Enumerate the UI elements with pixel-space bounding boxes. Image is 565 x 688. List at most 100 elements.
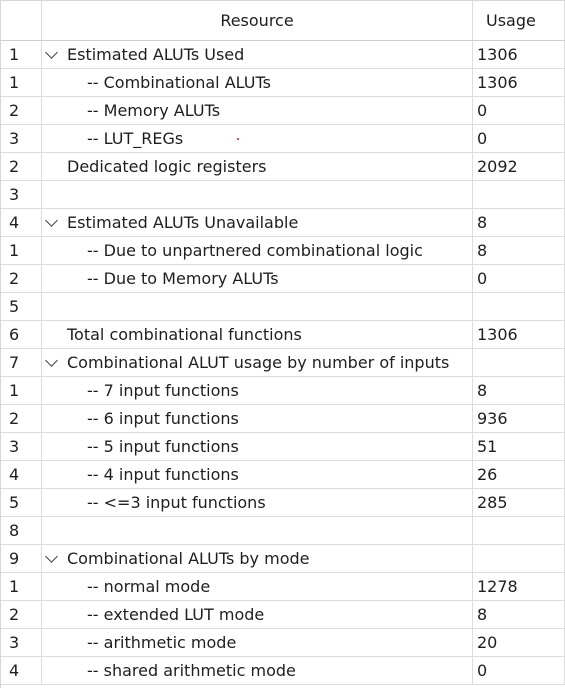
row-number-header <box>1 1 42 40</box>
table-header: Resource Usage <box>1 1 565 41</box>
table-row[interactable]: 5 <box>1 293 565 321</box>
resource-label: Combinational ALUTs by mode <box>67 549 310 568</box>
row-number: 3 <box>1 629 42 656</box>
table-row[interactable]: 8 <box>1 517 565 545</box>
row-number: 4 <box>1 209 42 236</box>
usage-cell: 8 <box>473 601 565 628</box>
usage-cell: 0 <box>473 265 565 292</box>
resource-cell: -- extended LUT mode <box>42 601 473 628</box>
resource-cell: Total combinational functions <box>42 321 473 348</box>
row-number: 2 <box>1 265 42 292</box>
resource-label: -- 7 input functions <box>87 381 239 400</box>
resource-cell <box>42 293 473 320</box>
usage-cell: 0 <box>473 125 565 152</box>
table-row[interactable]: 7 Combinational ALUT usage by number of i… <box>1 349 565 377</box>
row-number: 1 <box>1 573 42 600</box>
usage-cell: 0 <box>473 97 565 124</box>
usage-cell <box>473 181 565 208</box>
table-row[interactable]: 1 -- Due to unpartnered combinational log… <box>1 237 565 265</box>
chevron-down-icon[interactable] <box>45 353 58 367</box>
resource-cell: Dedicated logic registers <box>42 153 473 180</box>
resource-cell: -- <=3 input functions <box>42 489 473 516</box>
table-row[interactable]: 2 Dedicated logic registers 2092 <box>1 153 565 181</box>
row-number: 7 <box>1 349 42 376</box>
row-number: 5 <box>1 293 42 320</box>
row-number: 9 <box>1 545 42 572</box>
resource-cell: Estimated ALUTs Unavailable <box>42 209 473 236</box>
usage-cell: 1306 <box>473 69 565 96</box>
usage-cell <box>473 517 565 544</box>
resource-column-header[interactable]: Resource <box>42 1 473 40</box>
table-row[interactable]: 4 Estimated ALUTs Unavailable 8 <box>1 209 565 237</box>
table-row[interactable]: 2 -- Memory ALUTs 0 <box>1 97 565 125</box>
usage-cell: 51 <box>473 433 565 460</box>
usage-cell: 8 <box>473 237 565 264</box>
table-row[interactable]: 3 <box>1 181 565 209</box>
table-row[interactable]: 2 -- Due to Memory ALUTs 0 <box>1 265 565 293</box>
table-row[interactable]: 5 -- <=3 input functions 285 <box>1 489 565 517</box>
resource-cell: -- 7 input functions <box>42 377 473 404</box>
table-row[interactable]: 1 -- Combinational ALUTs 1306 <box>1 69 565 97</box>
table-body: 1 Estimated ALUTs Used 1306 1 -- Combination… <box>1 41 565 685</box>
table-row[interactable]: 3 -- arithmetic mode 20 <box>1 629 565 657</box>
table-row[interactable]: 3 -- LUT_REGs 0 <box>1 125 565 153</box>
usage-cell: 8 <box>473 209 565 236</box>
row-number: 5 <box>1 489 42 516</box>
resource-label: -- arithmetic mode <box>87 633 237 652</box>
resource-cell: -- LUT_REGs <box>42 125 473 152</box>
resource-label: -- Due to unpartnered combinational logi… <box>87 241 423 260</box>
row-number: 3 <box>1 125 42 152</box>
resource-cell: -- Due to unpartnered combinational logi… <box>42 237 473 264</box>
table-row[interactable]: 1 Estimated ALUTs Used 1306 <box>1 41 565 69</box>
chevron-down-icon[interactable] <box>45 45 58 59</box>
usage-cell: 936 <box>473 405 565 432</box>
row-number: 2 <box>1 97 42 124</box>
table-row[interactable]: 2 -- 6 input functions 936 <box>1 405 565 433</box>
resource-cell: Combinational ALUT usage by number of in… <box>42 349 473 376</box>
row-number: 2 <box>1 601 42 628</box>
chevron-down-icon[interactable] <box>45 213 58 227</box>
row-number: 1 <box>1 41 42 68</box>
resource-cell: -- Memory ALUTs <box>42 97 473 124</box>
usage-cell: 2092 <box>473 153 565 180</box>
resource-label: -- LUT_REGs <box>87 129 184 148</box>
table-row[interactable]: 3 -- 5 input functions 51 <box>1 433 565 461</box>
resource-label: -- <=3 input functions <box>87 493 266 512</box>
resource-label: -- Memory ALUTs <box>87 101 221 120</box>
table-row[interactable]: 4 -- 4 input functions 26 <box>1 461 565 489</box>
red-dot-artifact <box>237 138 239 140</box>
usage-column-header[interactable]: Usage <box>473 1 565 40</box>
resource-label: -- Due to Memory ALUTs <box>87 269 279 288</box>
table-row[interactable]: 4 -- shared arithmetic mode 0 <box>1 657 565 685</box>
resource-label: -- extended LUT mode <box>87 605 265 624</box>
resource-label: -- normal mode <box>87 577 211 596</box>
usage-cell <box>473 545 565 572</box>
resource-cell: Combinational ALUTs by mode <box>42 545 473 572</box>
usage-cell: 1306 <box>473 321 565 348</box>
resource-label: Estimated ALUTs Unavailable <box>67 213 299 232</box>
resource-label: Total combinational functions <box>67 325 302 344</box>
usage-cell <box>473 349 565 376</box>
row-number: 6 <box>1 321 42 348</box>
table-row[interactable]: 9 Combinational ALUTs by mode <box>1 545 565 573</box>
usage-cell: 1306 <box>473 41 565 68</box>
usage-cell: 26 <box>473 461 565 488</box>
row-number: 3 <box>1 433 42 460</box>
resource-label: -- 6 input functions <box>87 409 239 428</box>
resource-label: -- shared arithmetic mode <box>87 661 296 680</box>
resource-label: Dedicated logic registers <box>67 157 267 176</box>
resource-cell <box>42 181 473 208</box>
resource-label: Combinational ALUT usage by number of in… <box>67 353 450 372</box>
chevron-down-icon[interactable] <box>45 549 58 563</box>
table-row[interactable]: 2 -- extended LUT mode 8 <box>1 601 565 629</box>
usage-cell: 8 <box>473 377 565 404</box>
row-number: 4 <box>1 461 42 488</box>
resource-cell: -- normal mode <box>42 573 473 600</box>
table-row[interactable]: 1 -- 7 input functions 8 <box>1 377 565 405</box>
usage-cell: 20 <box>473 629 565 656</box>
resource-cell: -- arithmetic mode <box>42 629 473 656</box>
resource-cell: -- Due to Memory ALUTs <box>42 265 473 292</box>
table-row[interactable]: 1 -- normal mode 1278 <box>1 573 565 601</box>
table-row[interactable]: 6 Total combinational functions 1306 <box>1 321 565 349</box>
